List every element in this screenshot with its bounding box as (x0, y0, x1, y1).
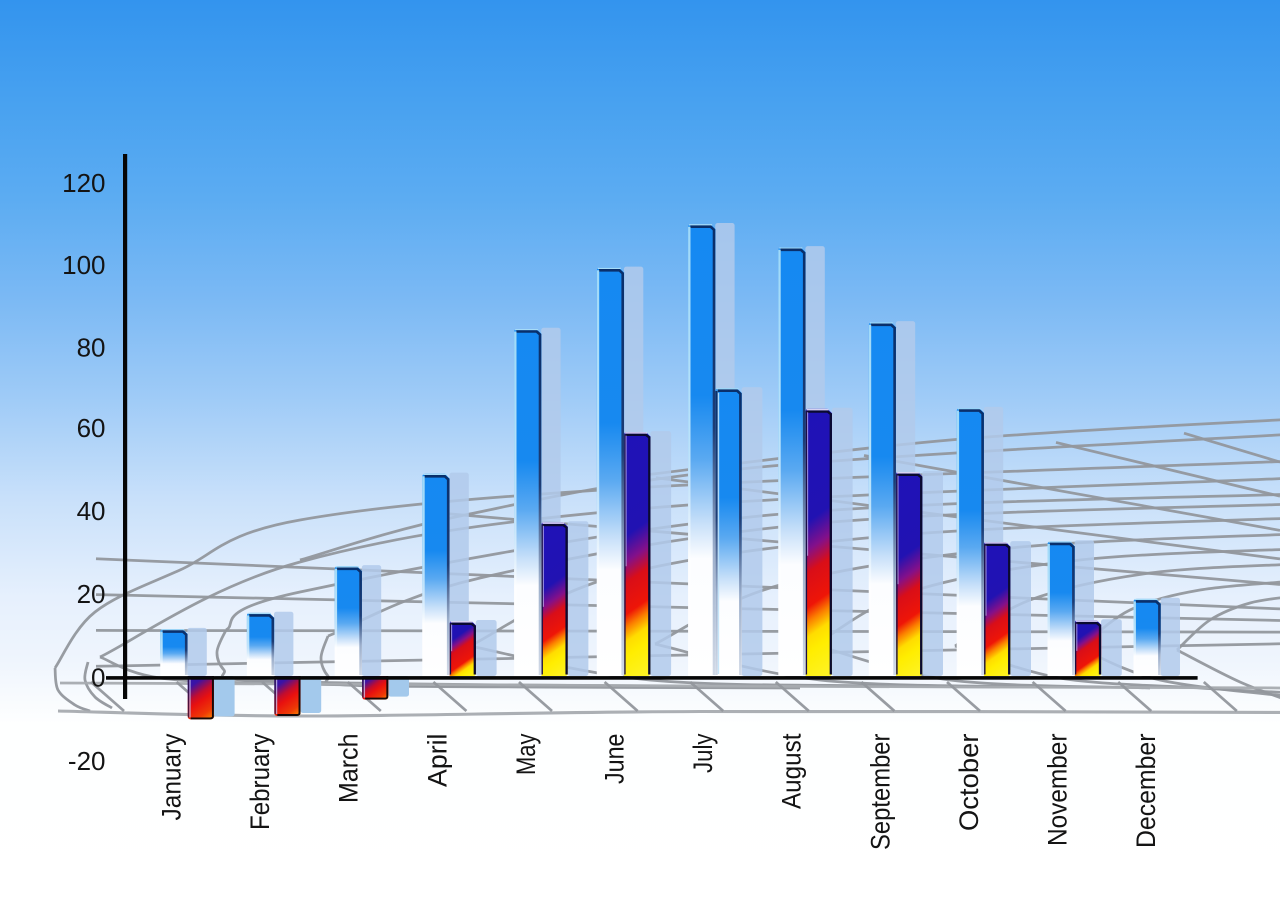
svg-text:February: February (245, 733, 275, 830)
svg-text:September: September (865, 733, 895, 850)
svg-text:May: May (511, 733, 541, 775)
svg-text:-20: -20 (68, 746, 106, 776)
svg-text:80: 80 (77, 332, 106, 362)
svg-text:20: 20 (77, 579, 106, 609)
svg-text:40: 40 (77, 496, 106, 526)
svg-text:January: January (157, 733, 187, 821)
svg-text:June: June (600, 734, 630, 785)
svg-text:August: August (777, 733, 807, 809)
svg-text:120: 120 (62, 168, 105, 198)
svg-text:100: 100 (62, 250, 105, 280)
svg-text:April: April (422, 734, 452, 788)
svg-text:60: 60 (77, 413, 106, 443)
svg-text:December: December (1131, 733, 1161, 848)
svg-text:July: July (688, 733, 718, 773)
svg-text:March: March (334, 734, 364, 804)
svg-text:0: 0 (91, 662, 105, 692)
svg-text:October: October (954, 733, 984, 831)
svg-text:November: November (1043, 733, 1073, 846)
